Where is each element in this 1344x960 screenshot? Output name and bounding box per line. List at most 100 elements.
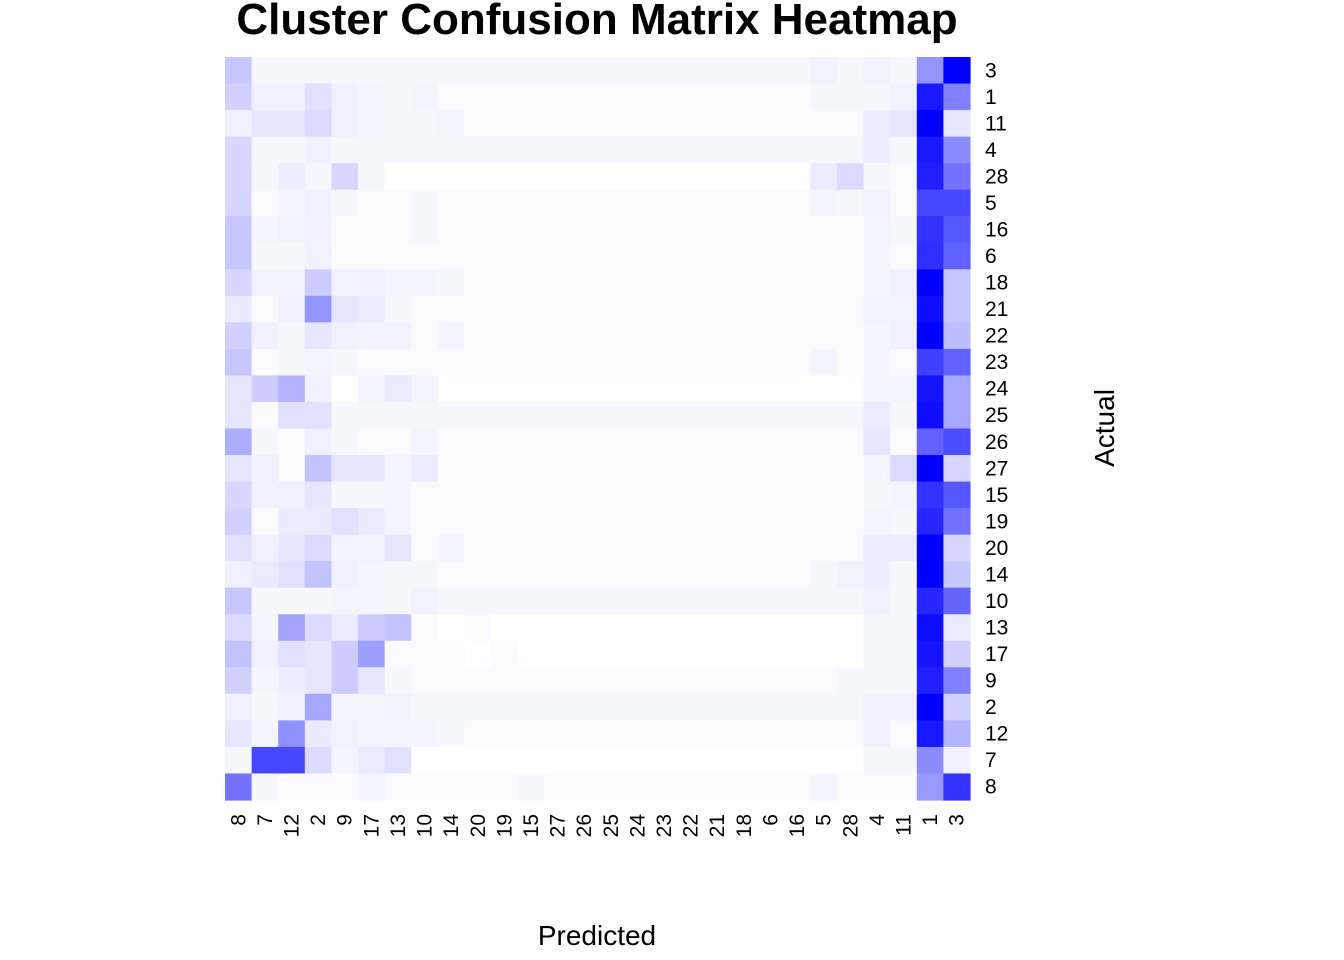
heatmap-cell (836, 587, 865, 615)
heatmap-cell (624, 534, 652, 562)
heatmap-cell (464, 110, 492, 138)
heatmap-cell (491, 110, 519, 138)
heatmap-cell (251, 322, 279, 350)
heatmap-cell (411, 216, 439, 244)
y-tick-label: 4 (985, 139, 997, 162)
heatmap-cell (225, 401, 253, 430)
heatmap-cell (278, 163, 306, 191)
heatmap-cell (757, 455, 785, 483)
heatmap-cell (836, 667, 865, 695)
heatmap-cell (810, 322, 838, 350)
heatmap-cell (916, 614, 944, 642)
heatmap-cell (384, 57, 412, 85)
heatmap-cell (730, 242, 758, 270)
y-tick-label: 7 (985, 749, 997, 772)
heatmap-cell (863, 57, 891, 85)
heatmap-cell (916, 640, 944, 668)
heatmap-cell (650, 348, 678, 377)
heatmap-cell (411, 375, 439, 403)
heatmap-cell (251, 746, 279, 775)
heatmap-cell (650, 640, 678, 668)
heatmap-cell (890, 295, 918, 323)
heatmap-cell (863, 216, 891, 244)
heatmap-cell (783, 163, 811, 191)
heatmap-cell (464, 216, 492, 244)
heatmap-cell (836, 189, 865, 217)
heatmap-cell (358, 216, 386, 244)
heatmap-cell (730, 455, 758, 483)
heatmap-cell (730, 773, 758, 801)
heatmap-cell (384, 401, 412, 430)
heatmap-cell (836, 640, 865, 668)
heatmap-cell (304, 401, 333, 430)
heatmap-cell (863, 640, 891, 668)
heatmap-cell (278, 587, 306, 615)
heatmap-cell (943, 614, 971, 642)
heatmap-cell (863, 614, 891, 642)
heatmap-cell (517, 163, 545, 191)
heatmap-cell (810, 428, 838, 456)
heatmap-cell (517, 216, 545, 244)
heatmap-cell (384, 295, 412, 323)
heatmap-cell (597, 773, 625, 801)
heatmap-cell (650, 136, 678, 164)
heatmap-cell (437, 322, 466, 350)
heatmap-cell (384, 216, 412, 244)
heatmap-cell (863, 136, 891, 164)
heatmap-cell (331, 720, 359, 748)
heatmap-cell (304, 773, 333, 801)
heatmap-cell (437, 189, 466, 217)
heatmap-cell (384, 746, 412, 775)
x-tick-label: 10 (414, 814, 437, 837)
heatmap-cell (836, 375, 865, 403)
heatmap-cell (916, 83, 944, 111)
heatmap-cell (757, 720, 785, 748)
heatmap-cell (597, 83, 625, 111)
heatmap-cell (544, 269, 572, 297)
heatmap-cell (384, 481, 412, 509)
heatmap-cell (437, 295, 466, 323)
heatmap-cell (437, 242, 466, 270)
heatmap-cell (517, 83, 545, 111)
heatmap-cell (278, 136, 306, 164)
x-tick-label: 14 (440, 814, 463, 838)
heatmap-cell (331, 561, 359, 589)
heatmap-cell (464, 57, 492, 85)
heatmap-cell (225, 57, 253, 85)
heatmap-cell (757, 508, 785, 536)
heatmap-cell (836, 401, 865, 430)
heatmap-cell (650, 534, 678, 562)
heatmap-cell (491, 269, 519, 297)
heatmap-cell (890, 508, 918, 536)
heatmap-cell (890, 746, 918, 775)
heatmap-cell (597, 110, 625, 138)
heatmap-cell (278, 640, 306, 668)
heatmap-cell (304, 269, 333, 297)
heatmap-cell (358, 401, 386, 430)
heatmap-cell (677, 322, 705, 350)
y-tick-label: 18 (985, 272, 1008, 295)
y-tick-label: 25 (985, 404, 1008, 427)
y-axis-tick-labels: 3111428516618212223242526271519201410131… (985, 59, 1009, 798)
heatmap-cell (358, 481, 386, 509)
heatmap-cell (757, 693, 785, 721)
heatmap-cell (757, 216, 785, 244)
heatmap-cell (836, 83, 865, 111)
heatmap-cell (624, 720, 652, 748)
heatmap-cell (890, 614, 918, 642)
heatmap-cell (890, 667, 918, 695)
x-tick-label: 18 (733, 814, 756, 837)
heatmap-cell (544, 640, 572, 668)
heatmap-cell (491, 455, 519, 483)
heatmap-cell (411, 189, 439, 217)
heatmap-cell (650, 455, 678, 483)
x-axis-title: Predicted (538, 920, 656, 951)
heatmap-cell (491, 508, 519, 536)
heatmap-cell (836, 508, 865, 536)
heatmap-cell (437, 640, 466, 668)
heatmap-cell (411, 587, 439, 615)
heatmap-cell (836, 322, 865, 350)
heatmap-cell (703, 110, 732, 138)
heatmap-cell (730, 110, 758, 138)
heatmap-cell (464, 508, 492, 536)
